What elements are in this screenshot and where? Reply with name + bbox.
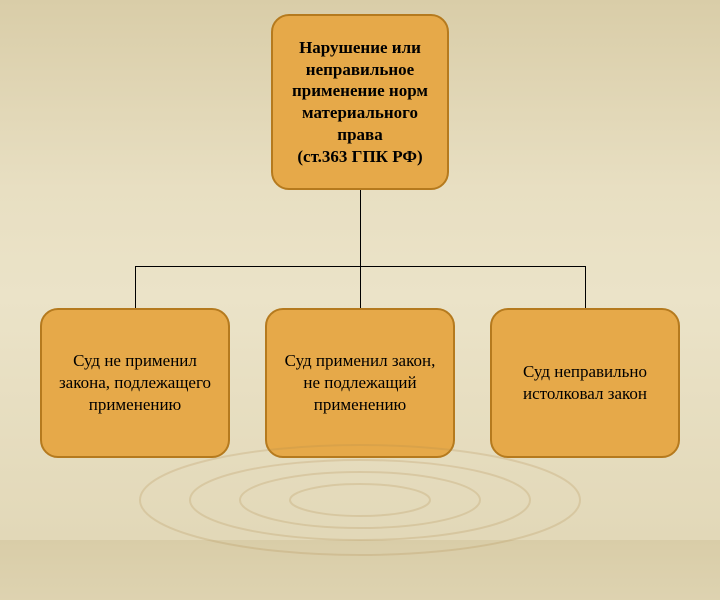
root-node: Нарушение или неправильное применение но… [271,14,449,190]
connector-drop-1 [135,266,136,308]
connector-drop-3 [585,266,586,308]
child-node-2-label: Суд применил закон,не подлежащий примене… [277,350,443,415]
child-node-3-label: Суд неправильно истолковал закон [502,361,668,405]
root-node-label: Нарушение или неправильное применение но… [283,37,437,168]
child-node-1-label: Суд не применил закона, подлежащего прим… [52,350,218,415]
child-node-1: Суд не применил закона, подлежащего прим… [40,308,230,458]
tree-diagram: Нарушение или неправильное применение но… [0,0,720,540]
child-node-3: Суд неправильно истолковал закон [490,308,680,458]
connector-stem [360,190,361,266]
connector-drop-2 [360,266,361,308]
child-node-2: Суд применил закон,не подлежащий примене… [265,308,455,458]
